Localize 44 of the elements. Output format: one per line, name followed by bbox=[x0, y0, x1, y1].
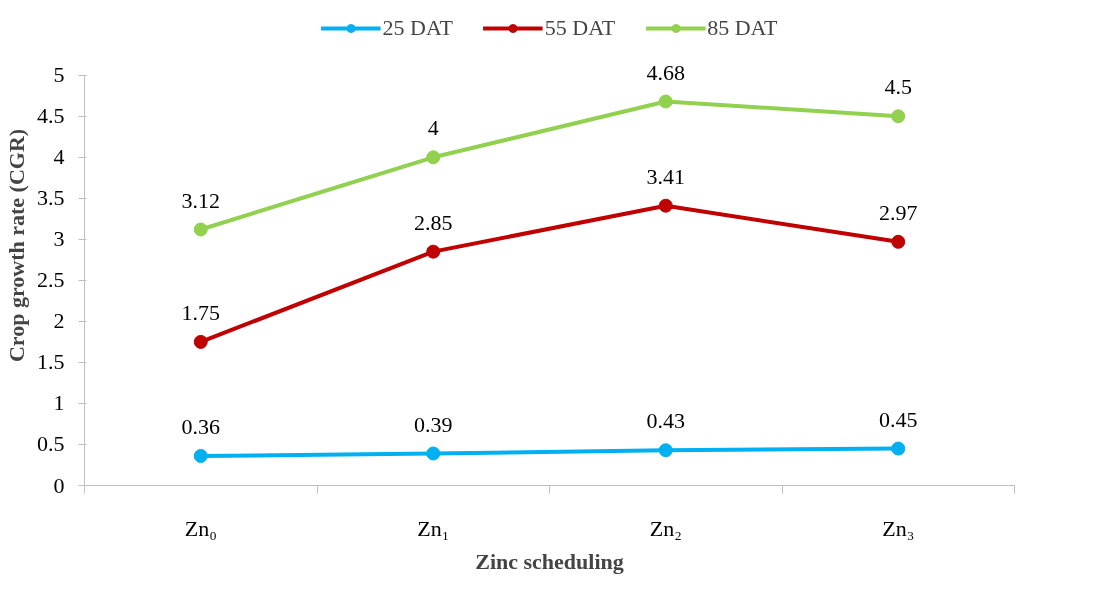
x-tick-label: Zn₁ bbox=[417, 515, 450, 541]
point bbox=[426, 150, 441, 165]
y-tick-label: 4.5 bbox=[37, 103, 65, 129]
legend-label: 85 DAT bbox=[707, 15, 778, 41]
y-tick-label: 0.5 bbox=[37, 431, 65, 457]
y-tick-label: 4 bbox=[53, 144, 65, 170]
point bbox=[193, 222, 208, 237]
point bbox=[426, 446, 441, 461]
point bbox=[658, 443, 673, 458]
point bbox=[193, 448, 208, 463]
data-label: 2.97 bbox=[879, 199, 918, 225]
x-tick-label: Zn₂ bbox=[649, 515, 682, 541]
y-tick-label: 2.5 bbox=[37, 267, 65, 293]
point bbox=[891, 109, 906, 124]
data-label: 4.68 bbox=[646, 59, 685, 85]
point bbox=[658, 198, 673, 213]
y-axis-title: Crop growth rate (CGR) bbox=[4, 128, 29, 363]
data-label: 4 bbox=[427, 115, 439, 141]
data-label: 3.41 bbox=[646, 163, 685, 189]
data-label: 0.36 bbox=[181, 413, 220, 439]
legend-label: 25 DAT bbox=[382, 15, 453, 41]
data-label: 2.85 bbox=[414, 209, 453, 235]
y-tick-label: 2 bbox=[53, 308, 65, 334]
data-label: 0.45 bbox=[879, 406, 918, 432]
point bbox=[193, 334, 208, 349]
data-label: 0.43 bbox=[646, 408, 685, 434]
point bbox=[891, 441, 906, 456]
y-tick-label: 1 bbox=[53, 390, 65, 416]
y-tick-label: 3.5 bbox=[37, 185, 65, 211]
data-label: 1.75 bbox=[181, 299, 220, 325]
data-label: 4.5 bbox=[884, 74, 912, 100]
point bbox=[658, 94, 673, 109]
y-tick-label: 5 bbox=[53, 62, 65, 88]
x-tick-label: Zn₃ bbox=[882, 515, 915, 541]
y-tick-label: 0 bbox=[53, 472, 65, 498]
data-label: 0.39 bbox=[414, 411, 453, 437]
data-label: 3.12 bbox=[181, 187, 220, 213]
x-axis-title: Zinc scheduling bbox=[475, 548, 624, 574]
x-tick-label: Zn₀ bbox=[184, 515, 217, 541]
legend-label: 55 DAT bbox=[544, 15, 616, 41]
y-tick-label: 3 bbox=[53, 226, 65, 252]
point bbox=[891, 234, 906, 249]
y-tick-label: 1.5 bbox=[37, 349, 65, 375]
point bbox=[426, 244, 441, 259]
